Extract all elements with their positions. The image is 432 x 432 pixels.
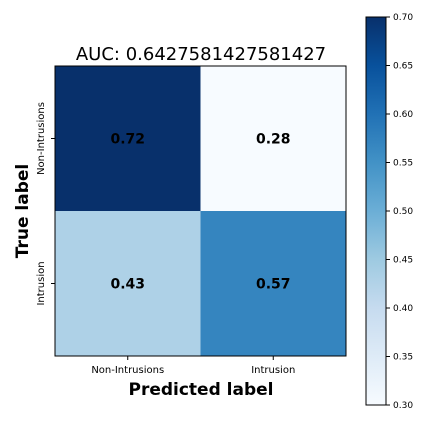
heatmap-cell <box>200 211 346 356</box>
x-axis-ticks: Non-Intrusions Intrusion <box>91 356 295 376</box>
cell-value-label: 0.28 <box>256 132 291 148</box>
colorbar-tick-label: 0.35 <box>393 353 413 363</box>
cell-value-label: 0.72 <box>110 132 145 148</box>
colorbar-tick-label: 0.55 <box>393 159 413 169</box>
colorbar-tick-label: 0.50 <box>393 207 413 217</box>
colorbar-tick-label: 0.60 <box>393 110 413 120</box>
colorbar-tick-label: 0.30 <box>393 401 413 411</box>
x-axis-label: Predicted label <box>128 380 273 400</box>
colorbar-ticks: 0.30 0.35 0.40 0.45 0.50 0.55 0.60 0.65 0.70 <box>386 13 413 411</box>
heatmap-cells: 0.72 0.28 0.43 0.57 <box>55 66 346 356</box>
colorbar-gradient <box>365 16 387 406</box>
heatmap-cell <box>55 211 201 356</box>
colorbar-tick-label: 0.65 <box>393 62 413 72</box>
cell-value-label: 0.43 <box>110 277 145 293</box>
y-axis-ticks: Non-Intrusions Intrusion <box>36 102 55 306</box>
y-tick-label: Intrusion <box>36 261 47 305</box>
x-tick-label: Intrusion <box>251 365 295 376</box>
colorbar-tick-label: 0.70 <box>393 13 413 23</box>
chart-title: AUC: 0.6427581427581427 <box>76 44 326 65</box>
colorbar-tick-label: 0.40 <box>393 304 413 314</box>
cell-value-label: 0.57 <box>256 277 291 293</box>
y-axis-label: True label <box>13 164 33 259</box>
heatmap-cell <box>55 66 201 211</box>
x-tick-label: Non-Intrusions <box>91 365 164 376</box>
colorbar-tick-label: 0.45 <box>393 256 413 266</box>
heatmap-cell <box>200 66 346 211</box>
plot-frame <box>54 65 347 357</box>
y-tick-label: Non-Intrusions <box>36 102 47 175</box>
